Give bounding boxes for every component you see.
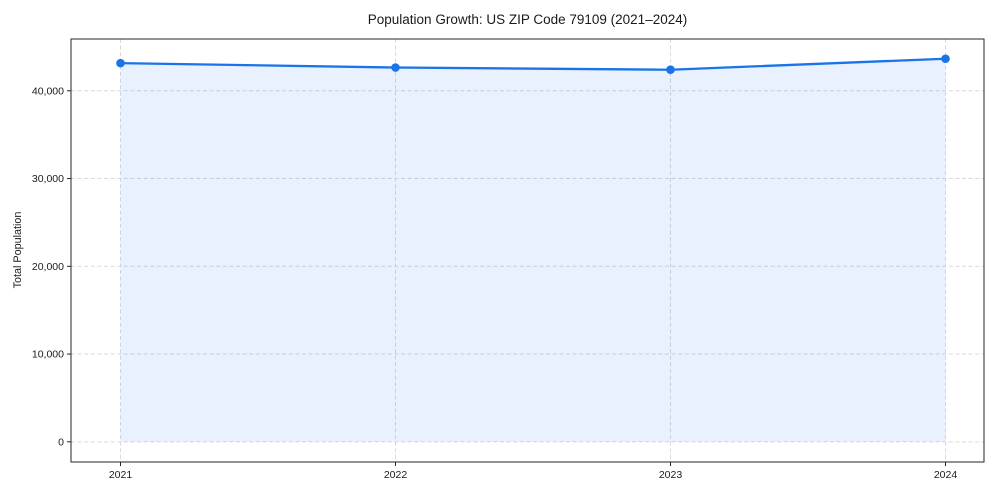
x-tick-label: 2022	[384, 469, 408, 481]
x-tick-label: 2021	[109, 469, 133, 481]
data-point-2023	[666, 65, 675, 75]
y-tick-label: 40,000	[32, 85, 64, 97]
area-fill	[120, 58, 946, 442]
y-tick-label: 30,000	[32, 173, 64, 185]
chart-title: Population Growth: US ZIP Code 79109 (20…	[367, 12, 688, 27]
plot-border	[70, 38, 985, 463]
y-tick-label: 10,000	[32, 349, 64, 361]
trend-line	[119, 57, 947, 71]
data-point-2022	[391, 63, 400, 72]
data-point-2021	[116, 58, 125, 68]
y-tick-label: 20,000	[32, 261, 64, 273]
y-tick-label: 0	[58, 436, 64, 448]
x-tick-label: 2024	[934, 469, 958, 481]
data-point-2024	[941, 54, 950, 64]
x-tick-label: 2023	[659, 469, 683, 481]
